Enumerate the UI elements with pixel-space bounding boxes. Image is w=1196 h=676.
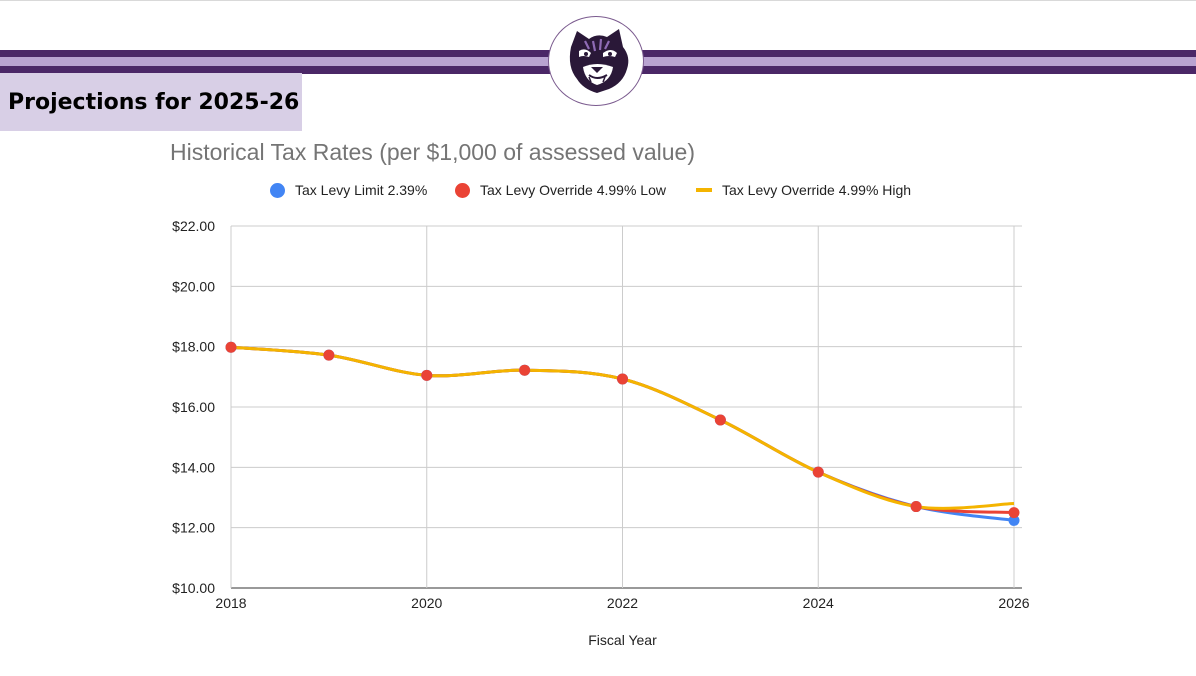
legend-marker-levy-limit [270, 182, 285, 198]
legend-item-override-high: Tax Levy Override 4.99% High [696, 182, 911, 198]
x-tick-label: 2026 [998, 595, 1029, 611]
data-point-override-low [323, 349, 335, 361]
chart-title: Historical Tax Rates (per $1,000 of asse… [170, 139, 696, 165]
data-point-levy-limit [1008, 514, 1020, 526]
page-title-box: Projections for 2025-26 [0, 73, 302, 131]
data-point-override-low [1008, 507, 1020, 519]
x-tick-label: 2024 [803, 595, 834, 611]
x-tick-label: 2020 [411, 595, 442, 611]
x-tick-label: 2018 [215, 595, 246, 611]
top-border [0, 0, 1196, 1]
data-point-override-low [519, 364, 531, 376]
data-point-override-low [910, 501, 922, 513]
data-point-override-low [421, 369, 433, 381]
y-tick-label: $12.00 [172, 520, 215, 536]
page-title: Projections for 2025-26 [8, 89, 300, 115]
legend-label-levy-limit: Tax Levy Limit 2.39% [295, 182, 428, 198]
legend-marker-override-low [455, 182, 470, 198]
y-tick-label: $16.00 [172, 399, 215, 415]
legend-label-override-low: Tax Levy Override 4.99% Low [480, 182, 666, 198]
x-tick-label: 2022 [607, 595, 638, 611]
y-tick-label: $22.00 [172, 218, 215, 234]
y-tick-label: $14.00 [172, 459, 215, 475]
data-point-override-low [714, 414, 726, 426]
data-point-override-low [225, 341, 237, 353]
y-tick-label: $10.00 [172, 580, 215, 596]
legend-marker-override-high [696, 188, 712, 192]
y-tick-label: $20.00 [172, 278, 215, 294]
data-point-override-low [617, 373, 628, 385]
data-point-override-low [812, 466, 824, 478]
y-tick-label: $18.00 [172, 339, 215, 355]
legend-item-override-low: Tax Levy Override 4.99% Low [455, 182, 666, 198]
legend-label-override-high: Tax Levy Override 4.99% High [722, 182, 912, 198]
x-axis-label: Fiscal Year [588, 632, 657, 648]
legend-item-levy-limit: Tax Levy Limit 2.39% [270, 182, 427, 198]
tiger-mascot-icon [548, 16, 644, 106]
